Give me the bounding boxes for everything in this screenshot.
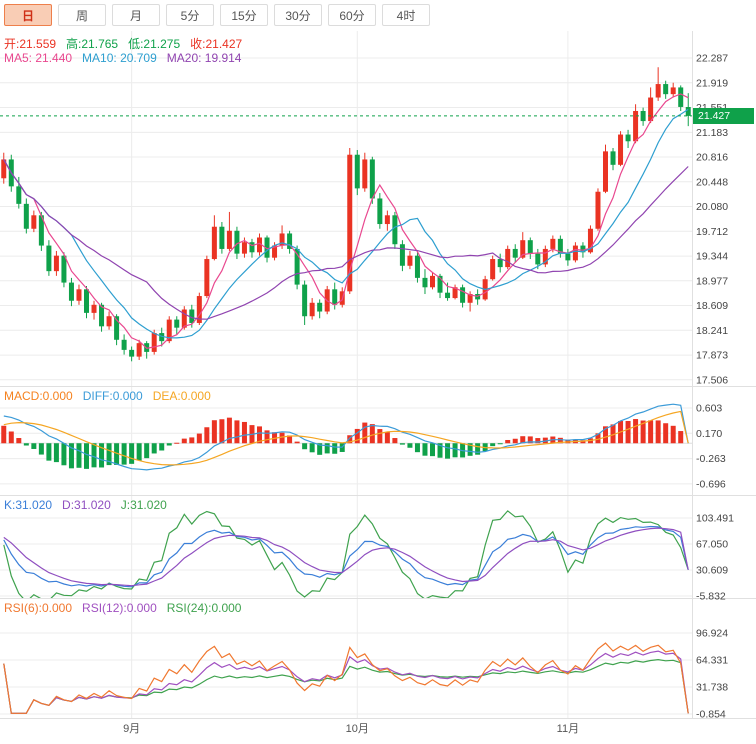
interval-button[interactable]: 60分 — [328, 4, 376, 26]
legend-item: 低:21.275 — [128, 37, 181, 51]
axis-tick-label: 18.609 — [696, 300, 728, 312]
axis-tick-label: 96.924 — [696, 628, 728, 640]
x-month-label: 10月 — [346, 723, 369, 735]
interval-toolbar: 日周月 5分 15分 30分 60分 4时 — [0, 0, 756, 30]
axis-tick-label: 17.873 — [696, 350, 728, 362]
legend-item: 收:21.427 — [190, 37, 243, 51]
grid-layer — [0, 31, 756, 719]
legend-item: MA20: 19.914 — [166, 51, 242, 65]
ma-lines-layer — [3, 93, 689, 349]
ohlc-legend: 开:21.559 高:21.765 低:21.275 收:21.427 — [4, 35, 252, 52]
x-month-label: 11月 — [557, 723, 579, 735]
legend-item: DIFF:0.000 — [82, 389, 143, 403]
axis-tick-label: -0.696 — [696, 478, 726, 490]
legend-item: RSI(12):0.000 — [82, 601, 157, 615]
axis-tick-label: 30.609 — [696, 564, 728, 576]
legend-item: RSI(24):0.000 — [166, 601, 242, 615]
legend-item: 开:21.559 — [4, 37, 57, 51]
last-price-tag: 21.427 — [693, 107, 754, 124]
interval-button[interactable]: 30分 — [274, 4, 322, 26]
candles-layer — [1, 67, 691, 362]
axis-tick-label: -0.263 — [696, 453, 726, 465]
axis-tick-label: 17.506 — [696, 374, 728, 386]
interval-button[interactable]: 5分 — [166, 4, 214, 26]
macd-layer — [0, 403, 692, 471]
kdj-layer — [3, 510, 689, 598]
x-axis-labels: 9月 10月 11月 — [123, 723, 579, 735]
axis-tick-label: 67.050 — [696, 538, 728, 550]
axis-tick-label: 31.738 — [696, 682, 728, 694]
ma-legend: MA5: 21.440 MA10: 20.709 MA20: 19.914 — [4, 51, 251, 65]
axis-tick-label: 20.448 — [696, 176, 728, 188]
x-month-label: 9月 — [123, 723, 140, 735]
interval-button[interactable]: 日 — [4, 4, 52, 26]
legend-item: 高:21.765 — [66, 37, 119, 51]
axis-tick-label: 19.712 — [696, 226, 728, 238]
axis-tick-label: 20.816 — [696, 152, 728, 164]
axis-tick-label: -0.854 — [696, 709, 726, 721]
axis-tick-label: 20.080 — [696, 201, 728, 213]
legend-item: J:31.020 — [120, 498, 167, 512]
interval-button[interactable]: 周 — [58, 4, 106, 26]
axis-tick-label: 0.603 — [696, 402, 722, 414]
legend-item: MA10: 20.709 — [82, 51, 157, 65]
legend-item: MACD:0.000 — [4, 389, 73, 403]
axis-tick-label: 103.491 — [696, 512, 734, 524]
axis-tick-label: 22.287 — [696, 53, 728, 65]
interval-button[interactable]: 4时 — [382, 4, 430, 26]
axis-tick-label: 19.344 — [696, 251, 728, 263]
rsi-legend: RSI(6):0.000 RSI(12):0.000 RSI(24):0.000 — [4, 601, 251, 615]
axis-tick-label: 64.331 — [696, 655, 728, 667]
legend-item: RSI(6):0.000 — [4, 601, 73, 615]
macd-legend: MACD:0.000 DIFF:0.000 DEA:0.000 — [4, 389, 221, 403]
axis-tick-label: 0.170 — [696, 428, 722, 440]
kdj-legend: K:31.020 D:31.020 J:31.020 — [4, 498, 177, 512]
legend-item: D:31.020 — [62, 498, 111, 512]
legend-item: DEA:0.000 — [152, 389, 211, 403]
axis-tick-label: 18.977 — [696, 275, 728, 287]
axis-tick-label: 21.183 — [696, 127, 728, 139]
axis-tick-label: 21.919 — [696, 77, 728, 89]
legend-item: MA5: 21.440 — [4, 51, 73, 65]
axis-tick-label: 18.241 — [696, 325, 728, 337]
legend-item: K:31.020 — [4, 498, 53, 512]
interval-button[interactable]: 月 — [112, 4, 160, 26]
axis-tick-label: -5.832 — [696, 591, 726, 603]
interval-button[interactable]: 15分 — [220, 4, 268, 26]
rsi-layer — [3, 642, 689, 714]
